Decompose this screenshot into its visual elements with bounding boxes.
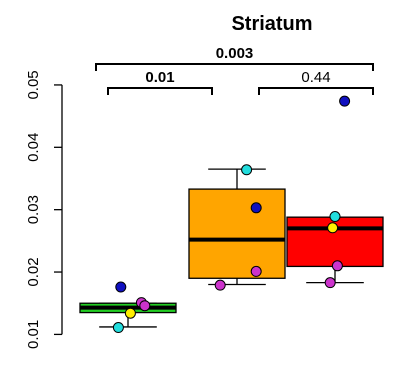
data-point (250, 265, 262, 277)
data-point (124, 307, 136, 319)
data-point (112, 322, 124, 334)
data-point (331, 260, 343, 272)
y-tick-label: 0.02 (25, 257, 42, 286)
bracket-line (258, 87, 374, 95)
data-point (329, 211, 341, 223)
data-point (250, 202, 262, 214)
p-value-label: 0.01 (145, 69, 174, 86)
chart-title: Striatum (231, 13, 312, 35)
p-value-label: 0.003 (216, 45, 254, 62)
y-tick-label: 0.01 (25, 320, 42, 349)
box-group (188, 168, 286, 286)
data-point (115, 281, 127, 293)
data-point (214, 279, 226, 291)
significance-brackets: 0.01 0.44 0.003 (95, 45, 374, 95)
p-value-label: 0.44 (301, 69, 330, 86)
y-tick-label: 0.04 (25, 133, 42, 162)
data-point (324, 277, 336, 289)
y-tick-label: 0.05 (25, 70, 42, 99)
box-iqr (188, 188, 286, 279)
significance-bracket: 0.003 (95, 45, 374, 71)
data-point (139, 300, 151, 312)
data-point (327, 222, 339, 234)
data-points (112, 95, 351, 334)
bracket-line (95, 63, 374, 71)
y-axis: 0.01 0.02 0.03 0.04 0.05 (25, 70, 63, 349)
bracket-line (107, 87, 213, 95)
significance-bracket: 0.01 (107, 69, 213, 95)
data-point (339, 95, 351, 107)
y-tick-label: 0.03 (25, 195, 42, 224)
data-point (241, 164, 253, 176)
significance-bracket: 0.44 (258, 69, 374, 95)
boxes (79, 168, 384, 328)
